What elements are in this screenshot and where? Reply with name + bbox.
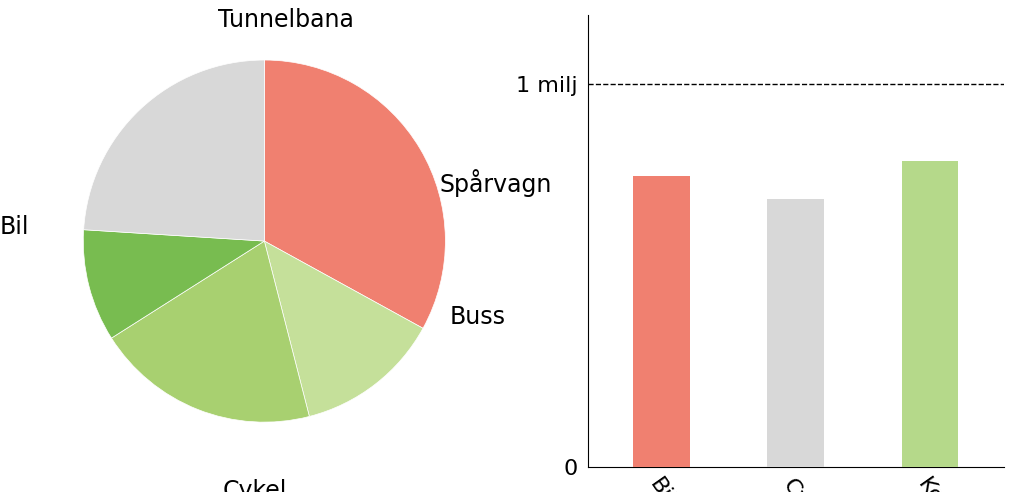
Wedge shape	[112, 241, 309, 422]
Text: Tunnelbana: Tunnelbana	[218, 8, 354, 32]
Bar	[901, 160, 957, 467]
Wedge shape	[83, 230, 264, 338]
Wedge shape	[84, 60, 264, 241]
Text: Bil: Bil	[0, 215, 30, 239]
Bar	[633, 176, 690, 467]
Text: Buss: Buss	[450, 305, 506, 329]
Wedge shape	[264, 60, 445, 328]
Text: Spårvagn: Spårvagn	[440, 169, 552, 197]
Wedge shape	[264, 241, 423, 416]
Text: Cykel: Cykel	[223, 479, 288, 492]
Bar	[767, 199, 823, 467]
